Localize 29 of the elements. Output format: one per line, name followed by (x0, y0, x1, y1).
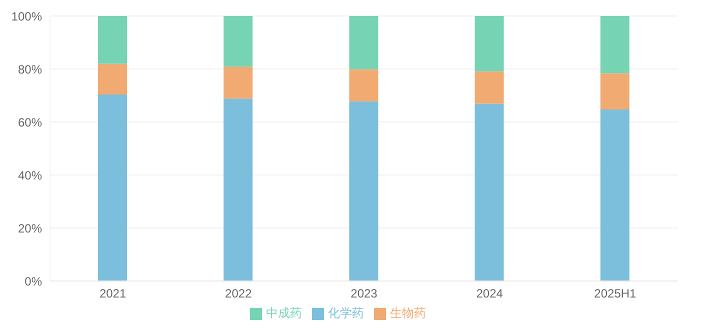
bar (474, 16, 504, 72)
bar (98, 16, 127, 64)
bar (224, 16, 253, 67)
bar (600, 16, 630, 74)
x-tick-label: 2022 (225, 286, 252, 301)
y-tick-label: 20% (18, 221, 42, 236)
x-tick-label: 2024 (476, 286, 504, 301)
y-tick-label: 100% (11, 9, 42, 24)
bar (474, 104, 504, 281)
bar (349, 16, 378, 70)
x-tick-label: 2021 (99, 286, 126, 301)
bar (349, 101, 378, 281)
y-tick-label: 60% (18, 115, 42, 130)
bar (600, 110, 630, 281)
x-tick-label: 2023 (350, 286, 378, 301)
y-tick-label: 0% (24, 274, 42, 288)
bar (224, 98, 253, 281)
legend-label: 中成药 (266, 306, 302, 320)
bar (224, 66, 253, 99)
y-tick-label: 40% (18, 168, 42, 182)
bar (349, 69, 378, 102)
legend-label: 化学药 (328, 306, 364, 320)
bar (474, 71, 504, 104)
bar (98, 94, 127, 281)
x-tick-label: 2025H1 (594, 286, 637, 301)
bar (98, 64, 127, 94)
bar (600, 73, 630, 110)
y-tick-label: 80% (18, 62, 42, 76)
legend-label: 生物药 (390, 306, 426, 320)
